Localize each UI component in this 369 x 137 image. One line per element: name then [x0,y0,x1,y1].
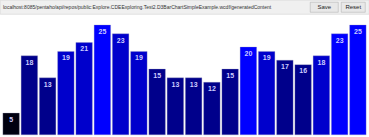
svg-text:18: 18 [317,59,325,66]
svg-text:Save: Save [317,4,331,10]
svg-text:5: 5 [9,116,13,123]
svg-text:17: 17 [281,63,289,70]
svg-text:19: 19 [62,54,70,61]
svg-text:16: 16 [299,67,307,74]
svg-text:25: 25 [354,28,362,35]
svg-text:23: 23 [117,37,125,44]
svg-text:19: 19 [263,54,271,61]
svg-text:21: 21 [80,45,88,52]
svg-text:12: 12 [208,85,216,92]
svg-text:13: 13 [171,81,179,88]
svg-text:15: 15 [153,72,161,79]
svg-text:13: 13 [44,81,52,88]
svg-text:23: 23 [336,37,344,44]
svg-text:18: 18 [25,59,33,66]
svg-text:Reset: Reset [345,4,361,10]
svg-text:15: 15 [226,72,234,79]
svg-text:25: 25 [98,28,106,35]
svg-text:13: 13 [190,81,198,88]
svg-text:19: 19 [135,54,143,61]
svg-text:20: 20 [244,50,252,57]
svg-text:localhost:8085/pentaho/api/rep: localhost:8085/pentaho/api/repos/public:… [3,4,272,10]
